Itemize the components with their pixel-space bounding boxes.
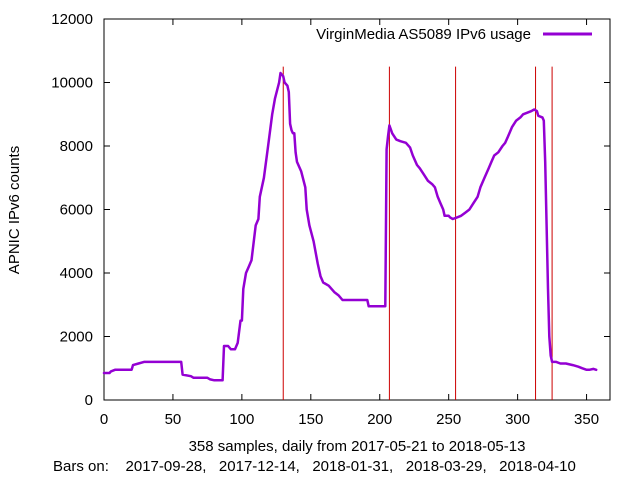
x-tick-label: 350 [574,411,599,428]
legend-label: VirginMedia AS5089 IPv6 usage [316,26,531,43]
plot-frame [103,18,611,401]
x-axis-ticks: 0 50 100 150 200 250 300 350 [100,19,599,428]
y-tick-label: 12000 [51,11,93,28]
series-lines [102,71,598,382]
legend: VirginMedia AS5089 IPv6 usage [316,26,592,43]
x-tick-label: 150 [298,411,323,428]
bars-caption: Bars on: 2017-09-28, 2017-12-14, 2018-01… [53,458,576,475]
y-axis-label: APNIC IPv6 counts [6,146,23,274]
y-tick-label: 4000 [60,265,93,282]
y-tick-label: 2000 [60,329,93,346]
series-line [102,71,598,382]
y-axis-ticks: 0 2000 4000 6000 8000 10000 12000 [51,11,610,409]
y-tick-label: 0 [85,392,93,409]
x-tick-label: 100 [229,411,254,428]
x-axis-label: 358 samples, daily from 2017-05-21 to 20… [189,438,526,455]
x-tick-label: 0 [100,411,108,428]
y-tick-label: 8000 [60,138,93,155]
y-tick-label: 6000 [60,202,93,219]
event-bars [282,66,553,400]
y-tick-label: 10000 [51,75,93,92]
x-tick-label: 200 [367,411,392,428]
x-tick-label: 50 [165,411,182,428]
x-tick-label: 300 [505,411,530,428]
x-tick-label: 250 [436,411,461,428]
